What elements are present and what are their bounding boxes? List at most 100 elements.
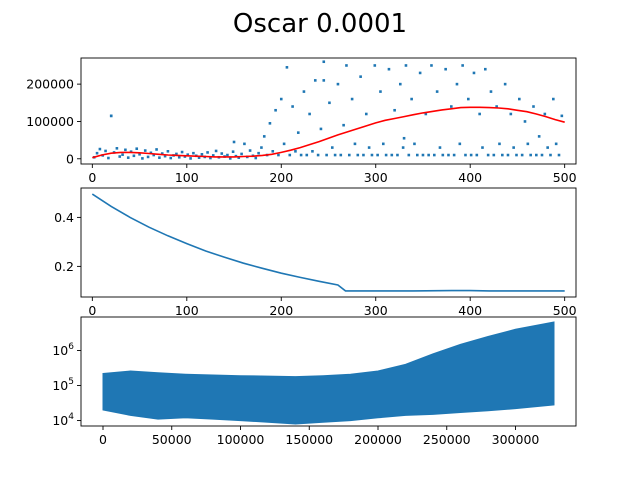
scatter-point (376, 153, 379, 157)
scatter-point (124, 148, 127, 152)
scatter-point (552, 97, 555, 101)
scatter-point (322, 79, 326, 82)
scatter-point (197, 156, 201, 159)
scatter-point (169, 156, 173, 160)
scatter-point (177, 155, 181, 159)
scatter-point (268, 122, 272, 125)
scatter-point (503, 82, 507, 86)
scatter-point (418, 71, 422, 75)
scatter-point (444, 67, 447, 71)
x-tick-label: 400 (458, 170, 482, 185)
scatter-point (450, 105, 453, 108)
scatter-point (166, 150, 170, 153)
scatter-point (520, 153, 524, 157)
scatter-point (495, 105, 498, 108)
scatter-point (231, 150, 235, 153)
scatter-point (384, 153, 388, 157)
x-tick-label: 100 (175, 170, 199, 185)
scatter-point (379, 90, 382, 93)
scatter-point (109, 114, 113, 118)
scatter-point (350, 97, 354, 101)
scatter-point (98, 147, 102, 151)
scatter-point (478, 112, 481, 116)
scatter-point (381, 142, 385, 146)
scatter-point (126, 156, 130, 159)
x-tick-label: 0 (88, 303, 96, 318)
scatter-point (214, 149, 218, 153)
scatter-point (492, 153, 496, 157)
x-tick-label: 500 (553, 303, 577, 318)
y-tick-label: 104 (52, 412, 74, 428)
scatter-point (149, 151, 153, 155)
series-band (102, 321, 555, 425)
scatter-point (543, 112, 547, 116)
scatter-point (475, 153, 479, 157)
scatter-point (430, 64, 433, 67)
scatter-point (484, 67, 487, 71)
x-tick-label: 500 (553, 170, 577, 185)
scatter-point (458, 142, 462, 146)
chart-title: Oscar 0.0001 (233, 9, 407, 39)
scatter-point (141, 157, 144, 160)
scatter-point (501, 153, 504, 157)
scatter-point (402, 136, 406, 140)
scatter-point (515, 153, 518, 157)
scatter-point (560, 114, 564, 118)
scatter-point (302, 90, 306, 93)
trend-line (92, 106, 565, 159)
x-tick-label: 300 (364, 170, 388, 185)
scatter-point (226, 153, 229, 157)
scatter-point (455, 82, 459, 86)
scatter-point (342, 123, 345, 127)
scatter-point (353, 142, 357, 146)
scatter-point (364, 112, 368, 116)
scatter-point (345, 64, 348, 67)
scatter-point (291, 105, 294, 108)
scatter-point (262, 135, 266, 138)
scatter-point (180, 150, 184, 154)
scatter-point (404, 64, 408, 67)
scatter-point (393, 108, 396, 112)
scatter-point (546, 146, 549, 149)
x-tick-label: 200000 (354, 432, 402, 447)
scatter-point (95, 151, 99, 155)
scatter-point (146, 155, 150, 159)
y-tick-label: 0 (66, 151, 74, 166)
y-tick-label: 0.2 (54, 259, 74, 274)
scatter-point (390, 153, 394, 157)
scatter-point (509, 112, 513, 116)
decay-line-panel: 0 100 200 300 400 500 0.2 0.4 (54, 187, 577, 318)
scatter-point (529, 153, 532, 157)
scatter-point (415, 153, 419, 157)
scatter-point (328, 101, 331, 105)
scatter-point (282, 142, 286, 146)
axes-frame-2 (80, 316, 577, 427)
scatter-point (498, 142, 501, 146)
scatter-point (121, 153, 124, 156)
scatter-point (158, 156, 161, 159)
scatter-point (486, 153, 490, 157)
scatter-point (330, 146, 334, 149)
scatter-point (370, 153, 374, 157)
axes-frame-0 (80, 57, 577, 165)
scatter-point (163, 154, 167, 158)
scatter-point (316, 153, 320, 157)
scatter-point (257, 151, 260, 155)
scatter-point (421, 153, 425, 157)
x-tick-label: 300000 (492, 432, 540, 447)
x-tick-label: 150000 (285, 432, 333, 447)
scatter-point (481, 146, 484, 149)
scatter-point (464, 153, 467, 157)
scatter-point (211, 154, 215, 157)
scatter-point (532, 105, 535, 108)
y-tick-label: 106 (52, 342, 74, 358)
scatter-point (118, 155, 122, 158)
scatter-point (387, 67, 391, 71)
scatter-point (359, 75, 362, 78)
scatter-point (138, 152, 141, 156)
scatter-point (325, 153, 328, 157)
y-tick-label: 105 (52, 377, 74, 393)
axes-frame-1 (80, 187, 577, 298)
scatter-point (115, 147, 119, 150)
scatter-point (175, 152, 178, 156)
